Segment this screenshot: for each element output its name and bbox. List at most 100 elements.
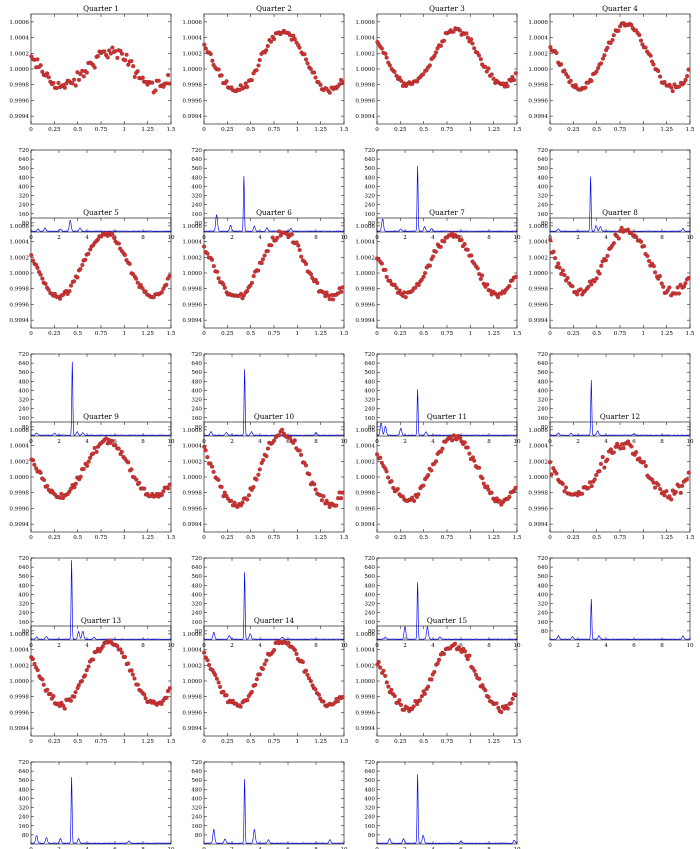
data-point — [413, 285, 418, 290]
y-tick-label: 640 — [191, 769, 202, 775]
axes-frame — [203, 149, 345, 233]
y-tick-label: 80 — [195, 221, 203, 227]
data-point — [313, 687, 318, 692]
x-tick-label: 2 — [576, 643, 580, 649]
data-point — [214, 676, 219, 681]
data-point — [634, 450, 639, 455]
data-point — [318, 82, 323, 87]
data-point — [116, 241, 121, 246]
x-tick-label: 0 — [202, 847, 206, 849]
y-tick-label: 1.0000 — [355, 271, 375, 277]
y-tick-label: 320 — [191, 806, 202, 812]
y-tick-label: 1.0004 — [182, 36, 202, 42]
data-point — [489, 72, 494, 77]
data-point — [335, 291, 341, 296]
x-tick-label: 4 — [85, 439, 89, 445]
data-point — [608, 447, 613, 452]
x-tick-label: 2 — [230, 847, 234, 849]
x-tick-label: 0 — [375, 739, 379, 745]
spectrum-line — [203, 369, 345, 436]
data-point — [469, 253, 474, 258]
axes-frame — [376, 149, 518, 233]
data-point — [673, 489, 678, 495]
y-tick-label: 400 — [18, 796, 29, 802]
x-tick-label: 1 — [469, 331, 473, 337]
data-point — [110, 45, 115, 50]
axes-frame — [30, 353, 172, 437]
x-tick-label: 8 — [314, 235, 318, 241]
y-tick-label: 320 — [364, 602, 375, 608]
x-tick-label: 0.5 — [246, 331, 255, 337]
data-point — [46, 75, 51, 80]
lightcurve-panel-12: Quarter 12 0 0.25 0.5 0.75 1 1.25 1.5 0.9994 0.99… — [528, 412, 694, 541]
data-point — [54, 86, 59, 91]
y-tick-label: 1.0004 — [355, 648, 375, 654]
spectrum-line — [549, 379, 691, 436]
data-point — [216, 680, 221, 685]
x-tick-label: 0.5 — [419, 127, 428, 133]
data-point — [292, 37, 297, 42]
data-point — [243, 81, 248, 86]
data-point — [568, 78, 573, 83]
y-tick-label: 80 — [22, 221, 30, 227]
y-tick-label: 80 — [368, 221, 376, 227]
data-point — [208, 51, 213, 57]
data-point — [339, 289, 344, 294]
panel-title: Quarter 1 — [83, 4, 119, 13]
data-point — [327, 504, 332, 510]
data-point — [411, 704, 416, 709]
data-point — [586, 284, 591, 289]
x-tick-label: 0 — [375, 127, 379, 133]
x-tick-label: 0.5 — [246, 127, 255, 133]
data-point — [656, 483, 661, 488]
x-tick-label: 1.25 — [314, 739, 327, 745]
x-tick-label: 2 — [57, 643, 61, 649]
x-tick-label: 0.5 — [73, 331, 82, 337]
x-tick-label: 1.5 — [513, 127, 522, 133]
x-tick-label: 0.75 — [441, 739, 454, 745]
axes-frame — [203, 353, 345, 437]
data-point — [289, 232, 294, 237]
axes-frame — [30, 557, 172, 641]
data-point — [102, 49, 107, 54]
data-point — [257, 467, 262, 472]
x-tick-label: 2 — [230, 439, 234, 445]
y-tick-label: 1.0002 — [182, 51, 202, 57]
data-point — [259, 261, 264, 266]
data-point — [381, 668, 386, 673]
data-point — [68, 698, 73, 703]
lightcurve-panel-2: Quarter 2 0 0.25 0.5 0.75 1 1.25 1.5 0.9994 0.999… — [182, 4, 348, 133]
y-tick-label: 0.9996 — [182, 302, 202, 308]
x-tick-label: 0.5 — [419, 739, 428, 745]
data-point — [272, 36, 277, 42]
y-tick-label: 640 — [364, 565, 375, 571]
y-tick-label: 320 — [18, 602, 29, 608]
y-tick-label: 720 — [191, 760, 202, 766]
data-point — [245, 698, 250, 703]
data-point — [433, 50, 439, 55]
spectrum-line — [376, 774, 518, 844]
data-point — [315, 280, 320, 285]
y-tick-label: 1.0004 — [528, 36, 548, 42]
x-tick-label: 0.5 — [246, 739, 255, 745]
data-point — [306, 676, 312, 681]
data-point — [216, 67, 221, 72]
y-tick-label: 480 — [537, 175, 548, 181]
data-point — [224, 79, 229, 84]
data-point — [86, 459, 91, 464]
panel-title: Quarter 9 — [83, 412, 119, 421]
data-point — [219, 73, 224, 78]
data-point — [303, 57, 309, 62]
data-point — [416, 282, 421, 288]
power-spectrum-panel-13: 0 2 4 6 8 10 80 160 240 320 400 480 560 640 720 — [18, 760, 175, 849]
data-point — [73, 690, 78, 695]
y-tick-label: 0.9996 — [528, 506, 548, 512]
y-tick-label: 160 — [364, 212, 375, 218]
data-point — [150, 80, 155, 85]
x-tick-label: 1.25 — [141, 535, 154, 541]
data-point — [467, 653, 472, 658]
y-tick-label: 160 — [191, 212, 202, 218]
data-point — [229, 498, 234, 503]
